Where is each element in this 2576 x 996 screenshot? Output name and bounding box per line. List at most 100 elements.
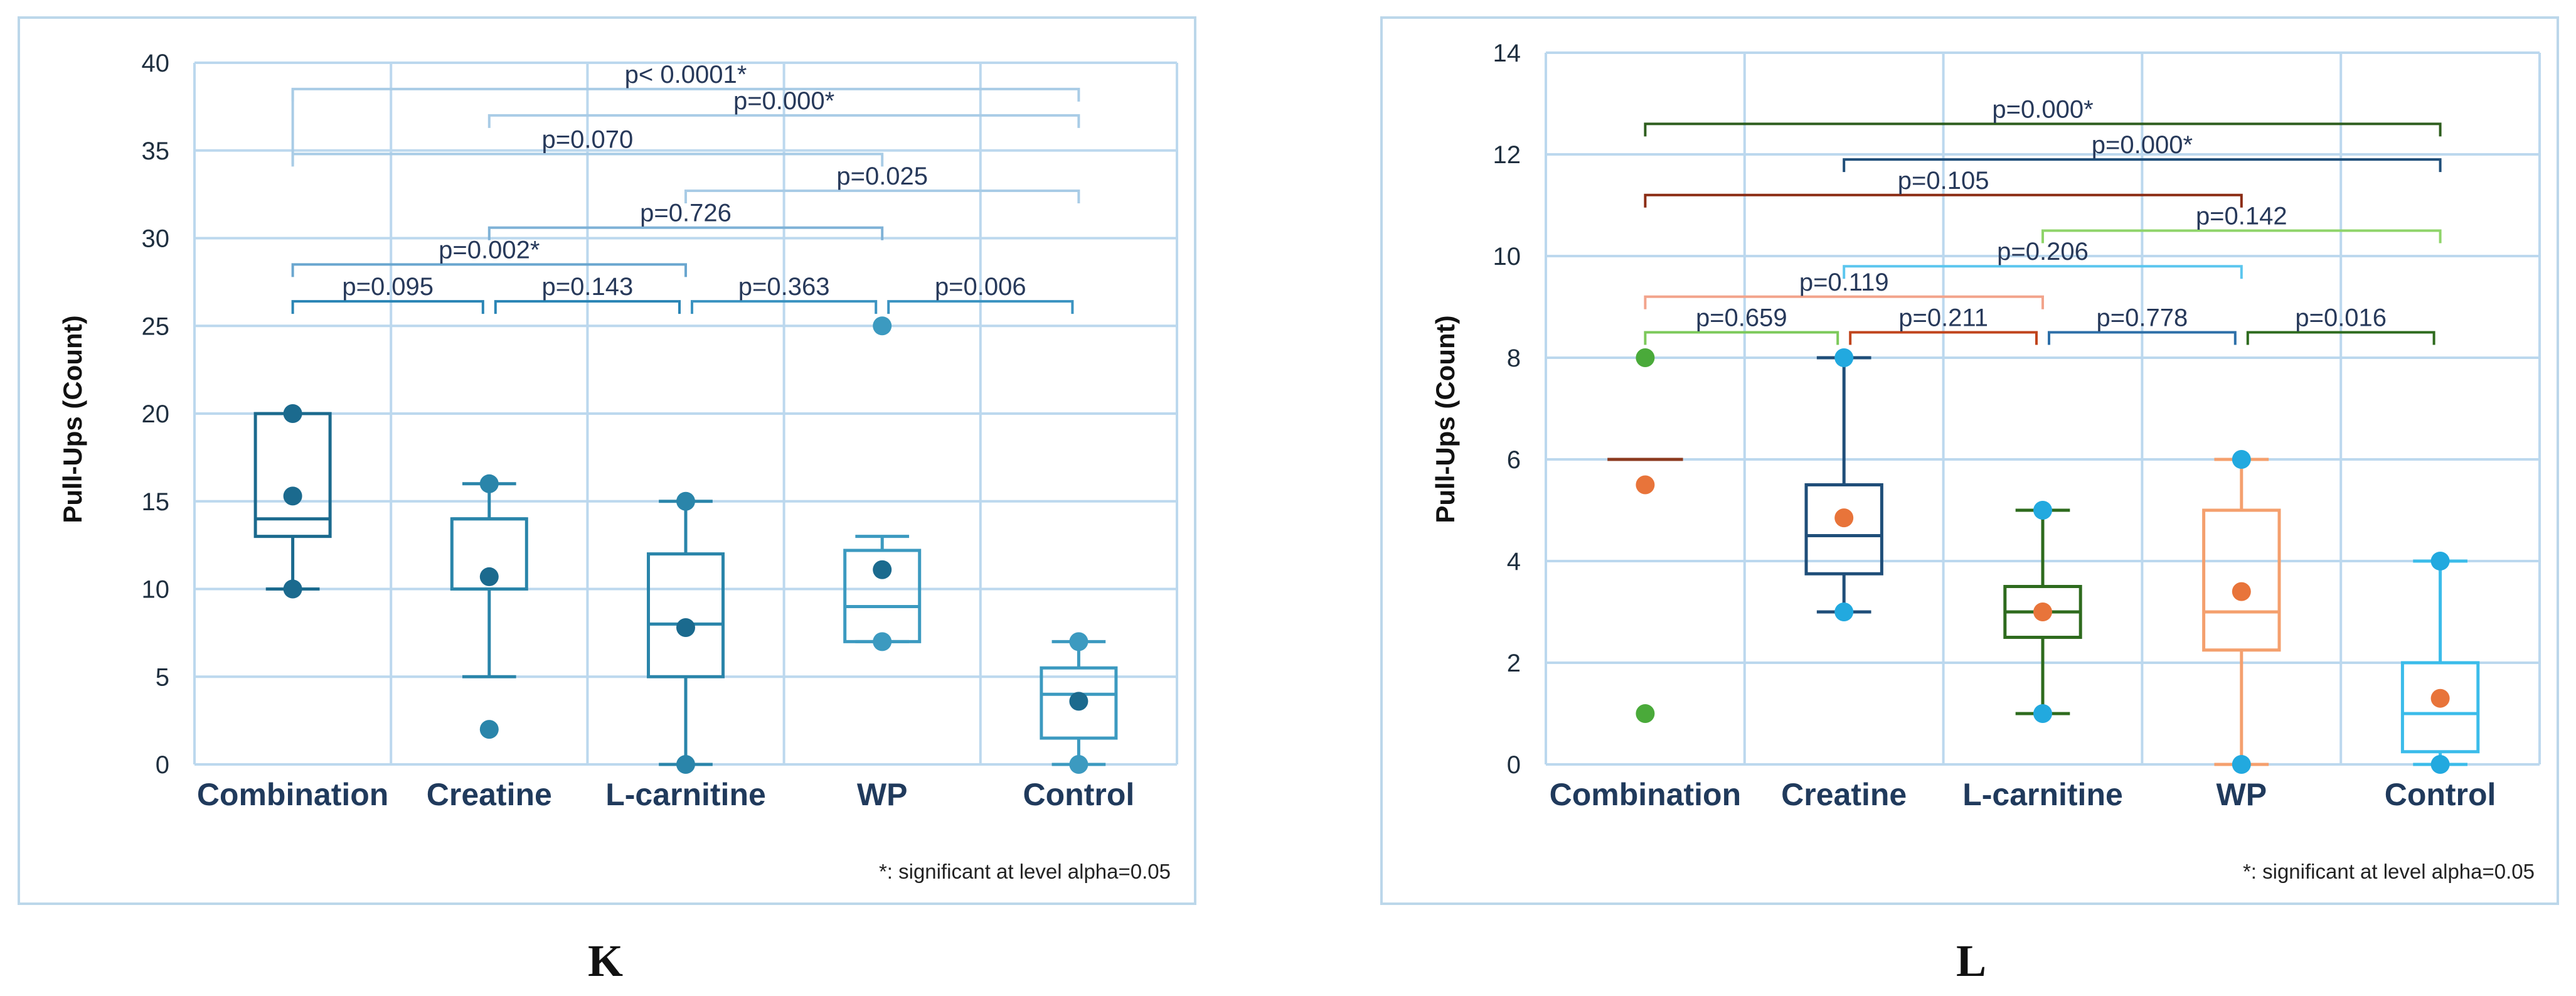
y-tick-label: 0 [156,751,169,779]
box-l-carnitine [646,491,725,774]
data-point [283,579,302,599]
bracket-line [1644,122,2442,137]
comparison-bracket: p=0.016 [2246,304,2435,345]
comparison-bracket: p=0.002* [291,236,687,277]
comparison-bracket: p=0.659 [1644,304,1839,345]
significance-note: *: significant at level alpha=0.05 [879,860,1171,883]
comparison-bracket: p=0.143 [494,273,681,314]
x-category-label: Control [1023,777,1135,812]
x-category-label: Control [2385,777,2496,812]
mean-marker [283,486,302,506]
data-point [1069,755,1088,774]
p-value-label: p=0.070 [542,126,634,153]
p-value-label: p=0.095 [342,273,434,301]
box-wp [843,316,922,651]
p-value-label: p=0.119 [1799,269,1889,296]
data-point [479,474,499,493]
bracket-line [684,190,1080,204]
data-point [1636,348,1655,367]
x-category-label: L-carnitine [1962,777,2123,812]
box-iqr [2400,661,2480,754]
comparison-bracket: p=0.000* [487,87,1080,128]
comparison-bracket: p=0.363 [691,273,878,314]
y-axis-label: Pull-Ups (Count) [58,315,87,523]
box-wp [2202,450,2281,774]
y-tick-label: 14 [1493,40,1521,67]
y-tick-label: 8 [1507,345,1521,372]
mean-marker [479,567,499,586]
box-combination [253,404,332,599]
comparison-bracket: p=0.000* [1644,95,2442,137]
significance-note: *: significant at level alpha=0.05 [2243,860,2535,883]
bracket-line [487,226,884,240]
box-creatine [1804,348,1883,621]
mean-marker [2430,688,2450,708]
comparison-bracket: p=0.726 [487,200,884,240]
y-tick-label: 6 [1507,446,1521,474]
mean-marker [2033,602,2052,621]
p-value-label: p< 0.0001* [625,61,747,88]
bracket-line [2041,229,2442,244]
data-point [2232,755,2251,774]
y-tick-label: 35 [142,137,170,165]
data-point [2430,755,2450,774]
bracket-line [691,300,878,314]
y-tick-label: 10 [1493,243,1521,270]
data-point [1834,348,1854,367]
data-point [479,720,499,739]
box-iqr [2202,508,2281,652]
comparison-bracket: p=0.006 [887,273,1074,314]
panel-k: 0 5 10 15 20 25 30 35 40 Pull-Ups (Count) Combinat… [18,16,1196,986]
data-point [2232,450,2251,469]
bracket-line [1644,193,2243,208]
x-category-label: Combination [1550,777,1742,812]
data-point [1834,602,1854,621]
box-combination [1607,348,1683,723]
panel-frame [18,16,1196,905]
bracket-line [1843,158,2442,173]
panel-letter: K [588,936,623,986]
panel-letter: L [1956,936,1986,986]
comparison-bracket: p=0.095 [291,273,484,314]
p-value-label: p=0.002* [439,236,540,264]
bracket-line [1644,331,1839,345]
p-value-label: p=0.778 [2097,304,2188,332]
box-iqr [1040,666,1118,740]
y-tick-label: 40 [142,50,170,77]
bracket-line [2246,331,2435,345]
box-l-carnitine [2003,501,2082,723]
x-category-label: Combination [197,777,389,812]
p-value-label: p=0.211 [1898,304,1988,332]
mean-marker [676,618,695,637]
bracket-line [494,300,681,314]
y-tick-label: 4 [1507,548,1521,576]
p-value-label: p=0.726 [640,200,732,227]
bracket-line [487,114,1080,128]
bracket-line [291,300,484,314]
box-creatine [450,474,528,739]
y-tick-label: 2 [1507,650,1521,677]
p-value-label: p=0.016 [2295,304,2387,332]
y-tick-label: 10 [142,576,170,604]
comparison-bracket: p=0.778 [2048,304,2237,345]
bracket-line [291,153,884,167]
bracket-line [2048,331,2237,345]
mean-marker [2232,582,2251,601]
mean-marker [1636,475,1655,495]
y-tick-label: 5 [156,663,169,691]
comparison-bracket: p=0.000* [1843,131,2442,173]
data-point [283,404,302,423]
bracket-line [1644,295,2044,309]
data-point [873,316,892,336]
p-value-label: p=0.000* [2092,131,2193,159]
bracket-line [291,263,687,277]
y-tick-label: 12 [1493,141,1521,169]
p-value-label: p=0.006 [935,273,1026,301]
p-value-label: p=0.659 [1696,304,1787,332]
data-point [2033,704,2052,723]
p-value-label: p=0.142 [2196,203,2287,230]
x-category-label: WP [857,777,908,812]
comparison-bracket: p=0.070 [291,126,884,167]
comparison-bracket: p=0.142 [2041,203,2442,244]
